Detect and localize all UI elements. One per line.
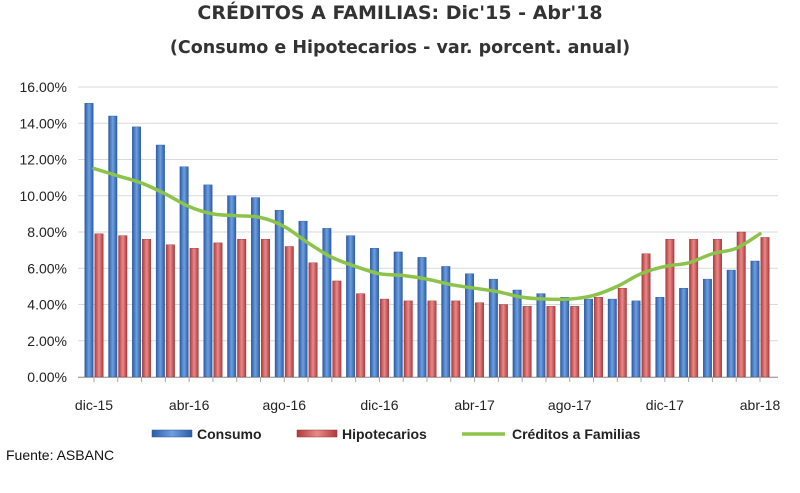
bar-consumo	[512, 289, 522, 378]
x-axis: dic-15 abr-16 ago-16 dic-16 abr-17 ago-17 dic-…	[75, 377, 781, 413]
bar-hipotecarios	[546, 306, 556, 378]
source-note: Fuente: ASBANC	[6, 447, 115, 463]
bar-hipotecarios	[142, 239, 152, 378]
bar-hipotecarios	[522, 306, 532, 378]
bar-consumo	[227, 195, 237, 378]
bar-consumo	[679, 287, 689, 378]
bar-consumo	[298, 220, 308, 378]
y-axis: 0.00% 2.00% 4.00% 6.00% 8.00% 10.00% 12.00% 14.…	[20, 79, 67, 385]
bar-consumo	[393, 251, 403, 378]
bar-consumo	[631, 300, 641, 378]
bar-hipotecarios	[451, 300, 461, 378]
legend-swatch-hipotecarios	[296, 429, 338, 438]
bar-hipotecarios	[498, 304, 508, 378]
bar-hipotecarios	[403, 300, 413, 378]
bar-consumo	[132, 126, 142, 378]
bar-hipotecarios	[261, 239, 270, 378]
chart-title: CRÉDITOS A FAMILIAS: Dic'15 - Abr'18	[197, 2, 603, 24]
bar-hipotecarios	[356, 293, 366, 378]
bar-consumo	[607, 298, 617, 378]
bar-consumo	[346, 235, 356, 378]
bar-hipotecarios	[594, 297, 603, 378]
bar-hipotecarios	[570, 306, 580, 378]
legend-label-creditos-a-familias: Créditos a Familias	[512, 426, 641, 442]
bar-hipotecarios	[213, 242, 223, 378]
bar-hipotecarios	[308, 262, 318, 378]
line-series	[92, 166, 762, 302]
bar-consumo	[655, 297, 665, 378]
bar-consumo	[84, 103, 94, 378]
x-tick-label: abr-17	[454, 397, 495, 413]
y-tick-label: 4.00%	[27, 297, 67, 313]
bar-consumo	[108, 115, 118, 378]
bar-hipotecarios	[736, 231, 746, 378]
legend-label-consumo: Consumo	[197, 426, 262, 442]
x-tick-label: dic-16	[360, 397, 398, 413]
bar-consumo	[155, 144, 165, 378]
line-creditos-a-familias	[92, 166, 762, 302]
bar-consumo	[702, 278, 712, 378]
bar-consumo	[750, 260, 760, 378]
bar-consumo	[322, 228, 332, 378]
y-tick-label: 6.00%	[27, 260, 67, 276]
bar-consumo	[179, 166, 189, 378]
bar-hipotecarios	[189, 248, 199, 378]
bar-hipotecarios	[332, 280, 342, 378]
bar-hipotecarios	[760, 237, 770, 378]
x-tick-label: dic-15	[75, 397, 113, 413]
bar-hipotecarios	[379, 298, 389, 378]
legend-label-hipotecarios: Hipotecarios	[342, 426, 427, 442]
x-tick-label: dic-17	[646, 397, 684, 413]
bar-consumo	[726, 269, 736, 378]
bar-hipotecarios	[284, 246, 294, 378]
bar-hipotecarios	[665, 239, 675, 378]
x-tick-label: abr-18	[740, 397, 781, 413]
x-tick-label: ago-17	[548, 397, 592, 413]
chart-subtitle: (Consumo e Hipotecarios - var. porcent. …	[169, 38, 631, 58]
bar-hipotecarios	[712, 239, 722, 378]
y-tick-label: 12.00%	[20, 152, 67, 168]
bar-consumo	[560, 297, 570, 378]
bar-consumo	[536, 293, 546, 378]
bar-hipotecarios	[475, 302, 485, 378]
legend-swatch-consumo	[151, 429, 193, 438]
bar-consumo	[417, 257, 427, 378]
bar-hipotecarios	[617, 287, 627, 378]
bars	[84, 103, 770, 378]
bar-consumo	[584, 298, 593, 378]
y-tick-label: 0.00%	[27, 369, 67, 385]
x-tick-label: abr-16	[169, 397, 210, 413]
bar-consumo	[274, 210, 284, 378]
bar-hipotecarios	[427, 300, 437, 378]
y-tick-label: 8.00%	[27, 224, 67, 240]
bar-consumo	[251, 197, 260, 378]
bar-hipotecarios	[94, 233, 104, 378]
y-tick-label: 16.00%	[20, 79, 67, 95]
bar-hipotecarios	[118, 235, 128, 378]
y-tick-label: 2.00%	[27, 333, 67, 349]
bar-consumo	[488, 278, 498, 378]
y-tick-label: 14.00%	[20, 115, 67, 131]
legend: Consumo Hipotecarios Créditos a Familias	[151, 426, 641, 442]
y-tick-label: 10.00%	[20, 188, 67, 204]
bar-hipotecarios	[165, 244, 175, 378]
bar-hipotecarios	[237, 239, 247, 378]
x-tick-label: ago-16	[262, 397, 306, 413]
bar-consumo	[369, 248, 379, 378]
